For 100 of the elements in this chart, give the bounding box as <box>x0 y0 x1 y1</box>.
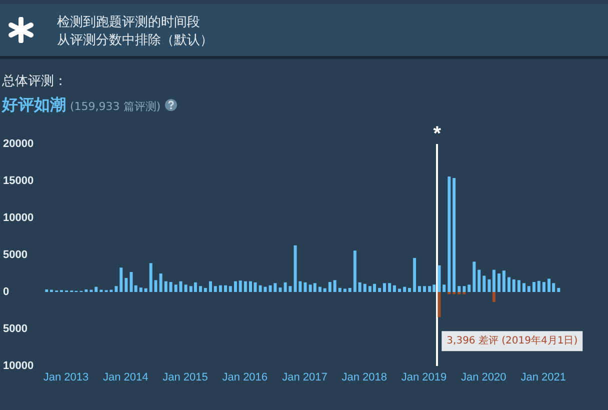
bar <box>208 281 212 292</box>
bar <box>174 284 178 292</box>
bar <box>139 288 142 292</box>
y-tick-label: 10000 <box>3 212 34 224</box>
bar <box>234 281 237 292</box>
bar <box>313 283 316 292</box>
bar <box>548 278 551 292</box>
bar <box>348 288 352 292</box>
bar <box>184 284 188 292</box>
bar <box>442 284 446 292</box>
bar <box>124 278 128 292</box>
bar <box>94 286 98 292</box>
bar <box>482 276 486 292</box>
bar <box>522 283 526 292</box>
bar <box>418 286 421 292</box>
bar <box>507 277 510 292</box>
x-tick-label: Jan 2014 <box>103 372 148 384</box>
bar <box>488 279 491 292</box>
x-tick-label: Jan 2018 <box>342 372 387 384</box>
bar <box>343 288 346 292</box>
bar <box>254 282 257 292</box>
bar <box>492 292 496 302</box>
bar <box>542 282 546 292</box>
x-tick-label: Jan 2019 <box>401 372 447 384</box>
bar <box>224 285 228 292</box>
bar <box>114 286 118 292</box>
bar <box>498 274 501 292</box>
bar <box>149 263 152 292</box>
text: (159,933 篇评测) <box>70 99 161 114</box>
text: 检测到跑题评测的时间段 <box>57 14 201 32</box>
chart-subtitle: 好评如潮 <box>2 95 66 116</box>
x-tick-label: Jan 2015 <box>162 372 208 384</box>
bar <box>328 282 332 292</box>
bar <box>472 262 476 292</box>
bar <box>333 280 336 292</box>
bar <box>45 289 48 292</box>
bar <box>134 285 138 292</box>
bar <box>502 270 506 292</box>
bar <box>462 286 466 292</box>
bar <box>512 279 516 292</box>
bar <box>169 282 172 292</box>
bar <box>159 274 162 292</box>
bar <box>448 176 451 292</box>
bar <box>218 285 222 292</box>
bar <box>492 270 496 292</box>
y-tick-label: 15000 <box>3 175 34 187</box>
bar <box>214 286 217 292</box>
bar <box>120 268 123 292</box>
ref-line-label: * <box>433 123 442 145</box>
x-tick-label: Jan 2021 <box>520 372 566 384</box>
y-tick-label: 5000 <box>3 323 28 335</box>
bar <box>378 288 382 292</box>
bar <box>194 282 197 292</box>
bar <box>537 280 540 292</box>
bar <box>278 288 282 292</box>
bar <box>458 286 461 292</box>
bar <box>452 178 456 292</box>
bar <box>388 283 392 292</box>
bar <box>398 288 402 292</box>
bar <box>204 288 207 292</box>
bar <box>413 258 416 292</box>
bar <box>249 281 252 292</box>
bar <box>199 286 202 292</box>
bar <box>527 286 530 292</box>
bar <box>323 288 326 292</box>
bar <box>532 282 536 292</box>
bar <box>244 281 247 292</box>
bar <box>130 272 133 292</box>
y-tick-label: 0 <box>3 286 10 298</box>
bar <box>428 286 432 292</box>
bar <box>304 282 307 292</box>
bar <box>557 288 560 292</box>
y-tick-label: 10000 <box>3 360 34 372</box>
bar <box>144 288 148 292</box>
bar <box>468 284 471 292</box>
bar <box>517 280 520 292</box>
y-tick-label: 5000 <box>3 249 28 261</box>
bar <box>363 284 366 292</box>
bar <box>338 288 342 292</box>
bar <box>154 280 158 292</box>
bar <box>382 283 386 292</box>
annotation: 3,396 差评 (2019年4月1日) <box>446 334 578 347</box>
x-tick-label: Jan 2017 <box>282 372 328 384</box>
bar <box>438 265 441 292</box>
bar <box>318 286 322 292</box>
x-tick-label: Jan 2016 <box>222 372 268 384</box>
bar <box>423 286 426 292</box>
bar <box>358 282 362 292</box>
chart-title: 总体评测： <box>2 73 67 90</box>
text: 从评测分数中排除（默认） <box>57 32 213 50</box>
y-tick-label: 20000 <box>3 138 34 150</box>
x-tick-label: Jan 2013 <box>43 372 89 384</box>
bar <box>438 292 441 318</box>
bar <box>478 270 481 292</box>
bar <box>179 281 182 292</box>
x-tick-label: Jan 2020 <box>460 372 506 384</box>
bar <box>353 250 356 292</box>
bar <box>238 280 242 292</box>
bar <box>392 285 396 292</box>
bar <box>228 286 232 292</box>
